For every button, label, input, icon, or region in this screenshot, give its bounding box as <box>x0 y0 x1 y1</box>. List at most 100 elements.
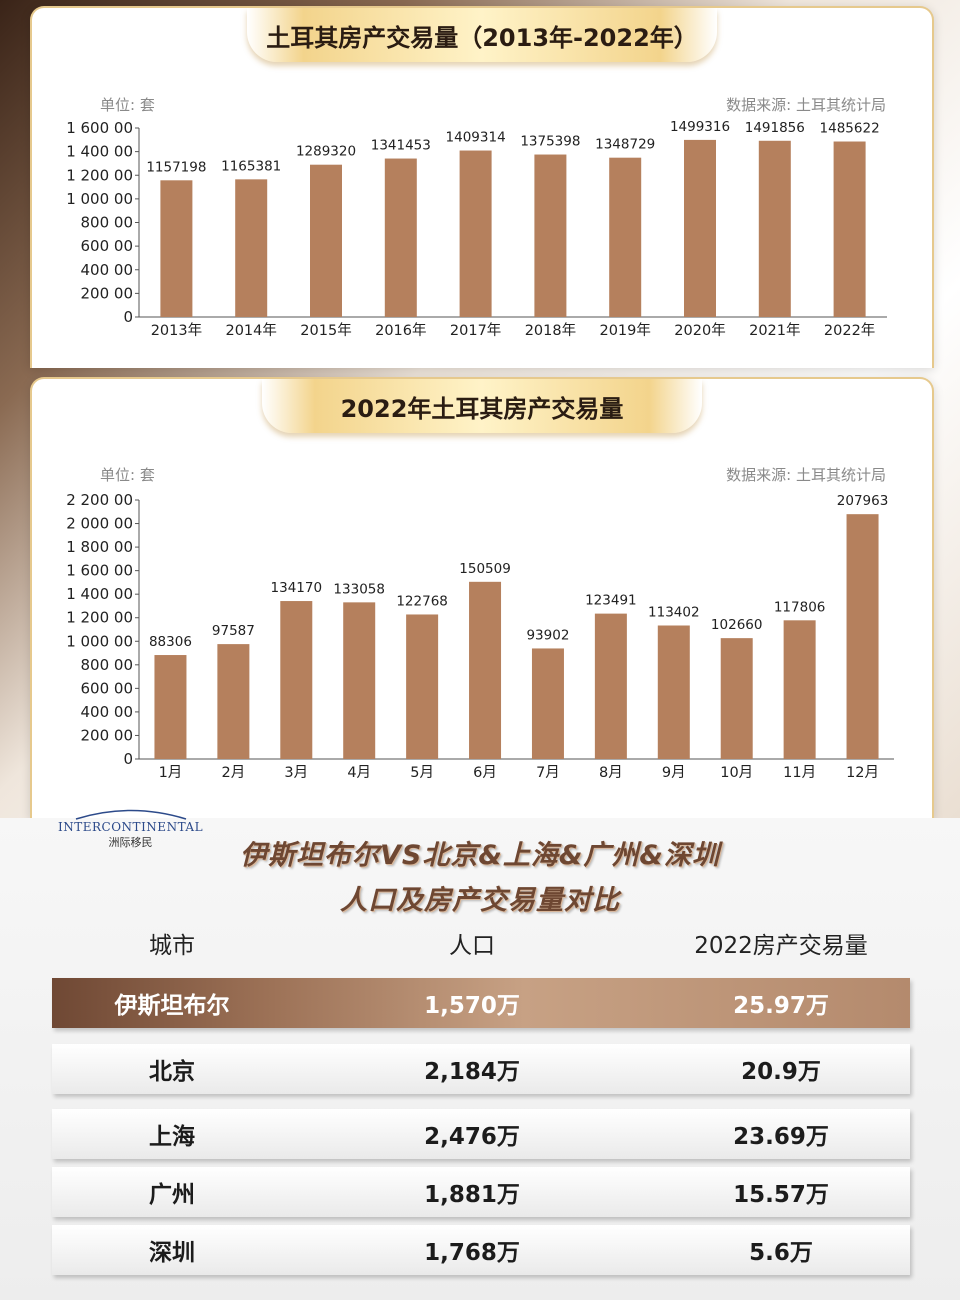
annual-bar <box>160 180 193 317</box>
monthly-data-label: 97587 <box>212 623 255 639</box>
monthly-y-tick-label: 600 00 <box>81 679 134 697</box>
logo-text-cn: 洲际移民 <box>108 836 153 849</box>
monthly-data-label: 117806 <box>774 599 826 615</box>
monthly-y-tick-label: 1 000 00 <box>66 632 133 650</box>
monthly-bar <box>280 601 313 759</box>
monthly-bar <box>846 514 879 759</box>
monthly-data-label: 102660 <box>711 617 763 633</box>
annual-y-tick-label: 1 000 00 <box>66 190 133 208</box>
annual-y-tick-label: 0 <box>123 308 133 326</box>
annual-x-tick-label: 2020年 <box>674 322 725 339</box>
annual-source-label: 数据来源: 土耳其统计局 <box>726 96 886 114</box>
annual-x-tick-label: 2022年 <box>824 322 875 339</box>
monthly-x-tick-label: 12月 <box>846 765 879 781</box>
cell-city: 深圳 <box>149 1240 195 1266</box>
monthly-y-tick-label: 1 800 00 <box>66 538 133 556</box>
logo-arc-icon <box>75 809 186 820</box>
header-city: 城市 <box>149 933 195 959</box>
monthly-data-label: 133058 <box>333 581 385 597</box>
monthly-data-label: 123491 <box>585 593 637 609</box>
table-row-beijing: 北京 2,184万 20.9万 <box>52 1044 910 1094</box>
logo-text-en: INTERCONTINENTAL <box>58 820 204 834</box>
intercontinental-logo: INTERCONTINENTAL 洲际移民 <box>58 808 203 850</box>
header-transactions: 2022房产交易量 <box>694 933 868 959</box>
annual-data-label: 1165381 <box>221 158 281 174</box>
annual-x-tick-label: 2021年 <box>749 322 800 339</box>
monthly-bar <box>154 655 187 759</box>
annual-data-label: 1157198 <box>146 159 206 175</box>
monthly-bar <box>657 625 690 759</box>
monthly-data-label: 113402 <box>648 604 700 620</box>
cell-population: 2,476万 <box>424 1124 520 1150</box>
cell-transactions: 20.9万 <box>741 1059 821 1085</box>
annual-data-label: 1499316 <box>670 119 730 135</box>
monthly-data-label: 150509 <box>459 561 511 577</box>
annual-bar <box>833 141 866 317</box>
monthly-x-tick-label: 3月 <box>284 765 308 781</box>
annual-y-tick-label: 600 00 <box>81 237 134 255</box>
annual-chart-panel: 土耳其房产交易量（2013年-2022年） 单位: 套 数据来源: 土耳其统计局… <box>30 6 934 368</box>
monthly-x-tick-label: 2月 <box>222 765 246 781</box>
annual-x-tick-label: 2019年 <box>599 322 650 339</box>
cell-transactions: 23.69万 <box>733 1124 829 1150</box>
annual-chart-title-ribbon: 土耳其房产交易量（2013年-2022年） <box>247 8 717 62</box>
monthly-data-label: 122768 <box>396 593 448 609</box>
monthly-chart-title: 2022年土耳其房产交易量 <box>340 394 624 423</box>
monthly-y-tick-label: 200 00 <box>81 726 134 744</box>
annual-y-tick-label: 1 600 00 <box>66 119 133 137</box>
monthly-bar <box>783 620 816 759</box>
monthly-y-tick-label: 1 400 00 <box>66 585 133 603</box>
monthly-x-tick-label: 6月 <box>473 765 497 781</box>
monthly-bar <box>594 613 627 759</box>
annual-bar <box>758 140 791 317</box>
annual-bar-chart: 0 200 00 400 00 600 00 800 00 1 000 00 1 200 0… <box>66 119 887 339</box>
annual-bar <box>459 150 492 317</box>
monthly-chart-title-ribbon: 2022年土耳其房产交易量 <box>262 379 702 433</box>
annual-chart-title: 土耳其房产交易量（2013年-2022年） <box>266 23 698 52</box>
annual-data-label: 1485622 <box>820 121 880 137</box>
comparison-section: INTERCONTINENTAL 洲际移民 伊斯坦布尔VS北京&上海&广州&深圳… <box>0 809 960 1300</box>
cell-city: 上海 <box>149 1124 195 1150</box>
table-row-istanbul: 伊斯坦布尔 1,570万 25.97万 <box>52 978 910 1028</box>
cell-transactions: 5.6万 <box>749 1240 813 1266</box>
monthly-y-tick-label: 2 000 00 <box>66 515 133 533</box>
monthly-y-tick-label: 400 00 <box>81 703 134 721</box>
monthly-y-tick-label: 800 00 <box>81 656 134 674</box>
monthly-unit-label: 单位: 套 <box>100 466 155 484</box>
table-row-shenzhen: 深圳 1,768万 5.6万 <box>52 1225 910 1275</box>
monthly-data-label: 88306 <box>149 634 192 650</box>
cell-transactions: 25.97万 <box>733 993 829 1019</box>
table-row-shanghai: 上海 2,476万 23.69万 <box>52 1109 910 1159</box>
header-population: 人口 <box>449 933 495 959</box>
annual-x-tick-label: 2017年 <box>450 322 501 339</box>
cell-population: 1,881万 <box>424 1182 520 1208</box>
annual-bar <box>235 179 268 317</box>
annual-y-tick-label: 200 00 <box>81 284 134 302</box>
monthly-bar <box>531 648 564 759</box>
annual-x-tick-label: 2018年 <box>525 322 576 339</box>
comparison-table-header: 城市 人口 2022房产交易量 <box>52 926 910 962</box>
annual-y-tick-label: 1 200 00 <box>66 166 133 184</box>
monthly-x-tick-label: 8月 <box>599 765 623 781</box>
annual-data-label: 1348729 <box>595 137 655 153</box>
monthly-x-tick-label: 10月 <box>720 765 753 781</box>
monthly-x-tick-label: 5月 <box>410 765 434 781</box>
annual-bar <box>384 158 417 317</box>
monthly-y-tick-label: 1 600 00 <box>66 562 133 580</box>
monthly-bar <box>217 644 250 759</box>
annual-y-tick-label: 1 400 00 <box>66 143 133 161</box>
monthly-x-tick-label: 11月 <box>783 765 816 781</box>
monthly-x-tick-label: 1月 <box>159 765 183 781</box>
cell-population: 2,184万 <box>424 1059 520 1085</box>
monthly-data-label: 93902 <box>526 627 569 643</box>
monthly-bar <box>406 614 439 759</box>
annual-unit-label: 单位: 套 <box>100 96 155 114</box>
monthly-y-tick-label: 2 200 00 <box>66 491 133 509</box>
annual-bar <box>534 154 567 317</box>
monthly-y-tick-label: 1 200 00 <box>66 609 133 627</box>
monthly-y-tick-label: 0 <box>123 750 133 768</box>
table-row-guangzhou: 广州 1,881万 15.57万 <box>52 1167 910 1217</box>
annual-bar <box>609 157 642 317</box>
annual-data-label: 1491856 <box>745 120 805 136</box>
annual-y-tick-label: 800 00 <box>81 214 134 232</box>
